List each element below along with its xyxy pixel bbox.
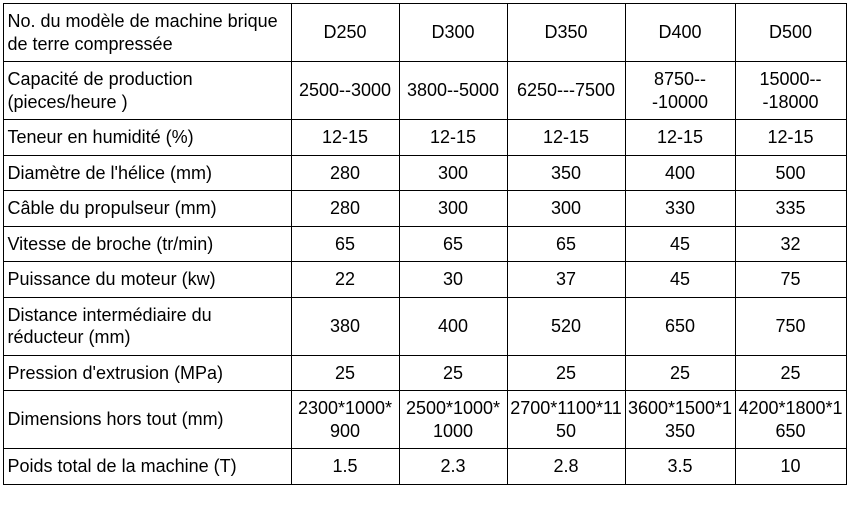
row-label: Vitesse de broche (tr/min) [3,226,291,262]
row-label: Câble du propulseur (mm) [3,191,291,227]
cell: 25 [507,355,625,391]
cell: 12-15 [735,120,846,156]
cell: 2.8 [507,449,625,485]
cell: 3.5 [625,449,735,485]
spec-table: No. du modèle de machine brique de terre… [3,3,847,485]
row-label: Teneur en humidité (%) [3,120,291,156]
cell: 45 [625,226,735,262]
cell: 10 [735,449,846,485]
row-label: Puissance du moteur (kw) [3,262,291,298]
cell: 2500--3000 [291,62,399,120]
row-label: Capacité de production (pieces/heure ) [3,62,291,120]
cell: 500 [735,155,846,191]
cell: 25 [399,355,507,391]
header-col-d250: D250 [291,4,399,62]
cell: 65 [399,226,507,262]
cell: 330 [625,191,735,227]
cell: 380 [291,297,399,355]
cell: 32 [735,226,846,262]
cell: 300 [507,191,625,227]
table-row: Puissance du moteur (kw) 22 30 37 45 75 [3,262,846,298]
table-row: Teneur en humidité (%) 12-15 12-15 12-15… [3,120,846,156]
cell: 45 [625,262,735,298]
table-row: Poids total de la machine (T) 1.5 2.3 2.… [3,449,846,485]
cell: 280 [291,191,399,227]
cell: 37 [507,262,625,298]
cell: 2300*1000*900 [291,391,399,449]
cell: 2700*1100*1150 [507,391,625,449]
table-header-row: No. du modèle de machine brique de terre… [3,4,846,62]
page-wrapper: No. du modèle de machine brique de terre… [0,0,849,510]
header-col-d400: D400 [625,4,735,62]
cell: 750 [735,297,846,355]
cell: 15000---18000 [735,62,846,120]
cell: 30 [399,262,507,298]
cell: 3600*1500*1350 [625,391,735,449]
cell: 12-15 [507,120,625,156]
cell: 2500*1000*1000 [399,391,507,449]
table-row: Pression d'extrusion (MPa) 25 25 25 25 2… [3,355,846,391]
cell: 75 [735,262,846,298]
header-col-d350: D350 [507,4,625,62]
cell: 25 [625,355,735,391]
cell: 12-15 [291,120,399,156]
cell: 12-15 [625,120,735,156]
table-row: Capacité de production (pieces/heure ) 2… [3,62,846,120]
cell: 25 [735,355,846,391]
row-label: Dimensions hors tout (mm) [3,391,291,449]
cell: 2.3 [399,449,507,485]
cell: 350 [507,155,625,191]
cell: 3800--5000 [399,62,507,120]
row-label: Pression d'extrusion (MPa) [3,355,291,391]
table-row: Dimensions hors tout (mm) 2300*1000*900 … [3,391,846,449]
cell: 4200*1800*1650 [735,391,846,449]
row-label: Poids total de la machine (T) [3,449,291,485]
header-col-d300: D300 [399,4,507,62]
cell: 520 [507,297,625,355]
cell: 65 [507,226,625,262]
header-col-d500: D500 [735,4,846,62]
row-label: Diamètre de l'hélice (mm) [3,155,291,191]
table-row: Distance intermédiaire du réducteur (mm)… [3,297,846,355]
cell: 22 [291,262,399,298]
cell: 12-15 [399,120,507,156]
row-label: Distance intermédiaire du réducteur (mm) [3,297,291,355]
cell: 400 [399,297,507,355]
cell: 280 [291,155,399,191]
cell: 300 [399,191,507,227]
cell: 400 [625,155,735,191]
cell: 6250---7500 [507,62,625,120]
cell: 335 [735,191,846,227]
cell: 8750---10000 [625,62,735,120]
cell: 650 [625,297,735,355]
header-label: No. du modèle de machine brique de terre… [3,4,291,62]
cell: 65 [291,226,399,262]
cell: 300 [399,155,507,191]
cell: 1.5 [291,449,399,485]
table-row: Diamètre de l'hélice (mm) 280 300 350 40… [3,155,846,191]
table-row: Vitesse de broche (tr/min) 65 65 65 45 3… [3,226,846,262]
table-row: Câble du propulseur (mm) 280 300 300 330… [3,191,846,227]
cell: 25 [291,355,399,391]
